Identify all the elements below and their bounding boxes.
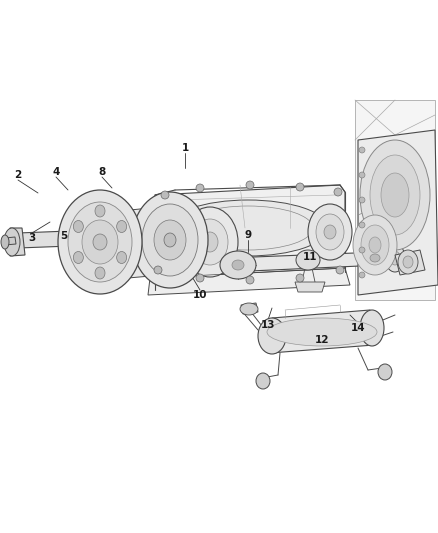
Ellipse shape: [378, 364, 392, 380]
Ellipse shape: [308, 204, 352, 260]
Polygon shape: [270, 310, 374, 353]
Ellipse shape: [369, 237, 381, 253]
Text: 3: 3: [28, 233, 35, 243]
Text: 1: 1: [181, 143, 189, 153]
Ellipse shape: [360, 310, 384, 346]
Ellipse shape: [359, 247, 365, 253]
Polygon shape: [18, 230, 98, 248]
Ellipse shape: [258, 318, 286, 354]
Polygon shape: [375, 243, 405, 273]
Ellipse shape: [95, 267, 105, 279]
Ellipse shape: [360, 140, 430, 250]
Ellipse shape: [359, 272, 365, 278]
Ellipse shape: [316, 214, 344, 250]
Ellipse shape: [154, 220, 186, 260]
Ellipse shape: [398, 250, 418, 274]
Ellipse shape: [256, 373, 270, 389]
Polygon shape: [355, 100, 435, 300]
Ellipse shape: [58, 190, 142, 294]
Ellipse shape: [359, 222, 365, 228]
Ellipse shape: [117, 252, 127, 263]
Ellipse shape: [4, 228, 20, 256]
Ellipse shape: [196, 184, 204, 192]
Polygon shape: [148, 268, 350, 295]
Ellipse shape: [1, 235, 9, 249]
Ellipse shape: [390, 251, 400, 265]
Ellipse shape: [73, 221, 83, 232]
Ellipse shape: [220, 251, 256, 279]
Text: 13: 13: [261, 320, 275, 330]
Polygon shape: [5, 237, 16, 245]
Ellipse shape: [359, 197, 365, 203]
Polygon shape: [358, 130, 438, 295]
Ellipse shape: [164, 233, 176, 247]
Text: 10: 10: [193, 290, 207, 300]
Text: 9: 9: [244, 230, 251, 240]
Ellipse shape: [361, 225, 389, 265]
Ellipse shape: [161, 191, 169, 199]
Text: 8: 8: [99, 167, 106, 177]
Polygon shape: [155, 185, 345, 290]
Polygon shape: [10, 228, 25, 256]
Ellipse shape: [196, 274, 204, 282]
Ellipse shape: [68, 202, 132, 282]
Ellipse shape: [296, 250, 320, 270]
Ellipse shape: [192, 219, 228, 265]
Ellipse shape: [334, 188, 342, 196]
Ellipse shape: [381, 173, 409, 217]
Text: 2: 2: [14, 170, 21, 180]
Ellipse shape: [324, 225, 336, 239]
Text: 11: 11: [303, 252, 317, 262]
Ellipse shape: [154, 266, 162, 274]
Polygon shape: [395, 250, 425, 275]
Ellipse shape: [182, 207, 238, 277]
Ellipse shape: [93, 234, 107, 250]
Ellipse shape: [95, 205, 105, 217]
Ellipse shape: [117, 221, 127, 232]
Ellipse shape: [73, 252, 83, 263]
Ellipse shape: [296, 183, 304, 191]
Ellipse shape: [359, 245, 391, 271]
Ellipse shape: [403, 256, 413, 268]
Ellipse shape: [202, 232, 218, 252]
Polygon shape: [241, 303, 258, 314]
Text: 4: 4: [52, 167, 60, 177]
Ellipse shape: [240, 303, 258, 315]
Ellipse shape: [370, 254, 380, 262]
Ellipse shape: [359, 172, 365, 178]
Text: 5: 5: [60, 231, 67, 241]
Ellipse shape: [353, 215, 397, 275]
Polygon shape: [128, 207, 162, 278]
Polygon shape: [295, 282, 325, 292]
Ellipse shape: [82, 220, 118, 264]
Ellipse shape: [296, 274, 304, 282]
Ellipse shape: [246, 276, 254, 284]
Ellipse shape: [336, 266, 344, 274]
Ellipse shape: [132, 192, 208, 288]
Ellipse shape: [246, 181, 254, 189]
Ellipse shape: [359, 147, 365, 153]
Ellipse shape: [370, 155, 420, 235]
Ellipse shape: [168, 200, 328, 256]
Ellipse shape: [267, 318, 377, 346]
Ellipse shape: [232, 260, 244, 270]
Text: 14: 14: [351, 323, 365, 333]
Text: 12: 12: [315, 335, 329, 345]
Ellipse shape: [385, 244, 405, 272]
Ellipse shape: [142, 204, 198, 276]
Polygon shape: [228, 252, 382, 272]
